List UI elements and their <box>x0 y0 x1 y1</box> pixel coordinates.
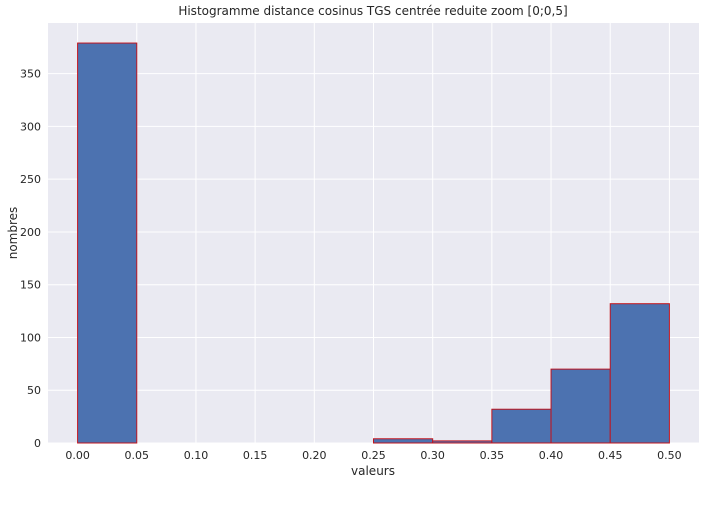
histogram-bar <box>609 303 670 444</box>
y-tick-label: 100 <box>20 331 41 344</box>
histogram-bar <box>432 440 493 444</box>
x-tick-label: 0.00 <box>65 449 90 462</box>
x-tick-label: 0.40 <box>539 449 564 462</box>
y-tick-label: 250 <box>20 173 41 186</box>
x-axis-ticks: 0.00 0.05 0.10 0.15 0.20 0.25 0.30 0.35 0.40 0.45… <box>65 449 681 462</box>
x-tick-label: 0.20 <box>302 449 327 462</box>
histogram-bar <box>550 368 611 444</box>
y-tick-label: 200 <box>20 226 41 239</box>
y-tick-label: 150 <box>20 279 41 292</box>
y-tick-label: 350 <box>20 68 41 81</box>
histogram-bar <box>491 408 552 444</box>
histogram-bars <box>77 42 670 444</box>
x-tick-label: 0.50 <box>657 449 682 462</box>
y-tick-label: 50 <box>27 384 41 397</box>
x-tick-label: 0.45 <box>598 449 623 462</box>
x-axis-label: valeurs <box>351 464 395 478</box>
x-tick-label: 0.15 <box>243 449 268 462</box>
y-tick-label: 0 <box>34 437 41 450</box>
y-tick-label: 300 <box>20 120 41 133</box>
x-tick-label: 0.05 <box>125 449 150 462</box>
y-axis-ticks: 0 50 100 150 200 250 300 350 <box>20 68 41 450</box>
x-tick-label: 0.25 <box>361 449 386 462</box>
x-tick-label: 0.10 <box>184 449 209 462</box>
x-tick-label: 0.30 <box>420 449 445 462</box>
histogram-bar <box>77 42 138 444</box>
y-axis-label: nombres <box>6 207 20 260</box>
x-tick-label: 0.35 <box>480 449 505 462</box>
chart-title: Histogramme distance cosinus TGS centrée… <box>178 4 567 18</box>
histogram-bar <box>373 438 434 444</box>
